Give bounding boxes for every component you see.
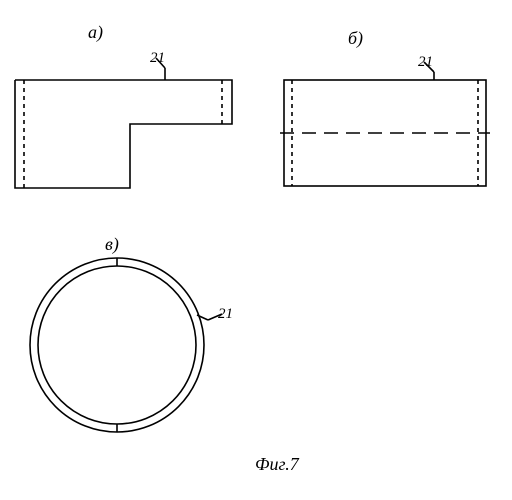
figure-canvas	[0, 0, 512, 500]
label-v: в)	[105, 234, 119, 255]
ref-a: 21	[150, 50, 165, 67]
label-a: а)	[88, 22, 103, 43]
label-fig: Фиг.7	[255, 454, 299, 475]
ref-b: 21	[418, 54, 433, 71]
ref-v: 21	[218, 306, 233, 323]
label-b: б)	[348, 28, 363, 49]
